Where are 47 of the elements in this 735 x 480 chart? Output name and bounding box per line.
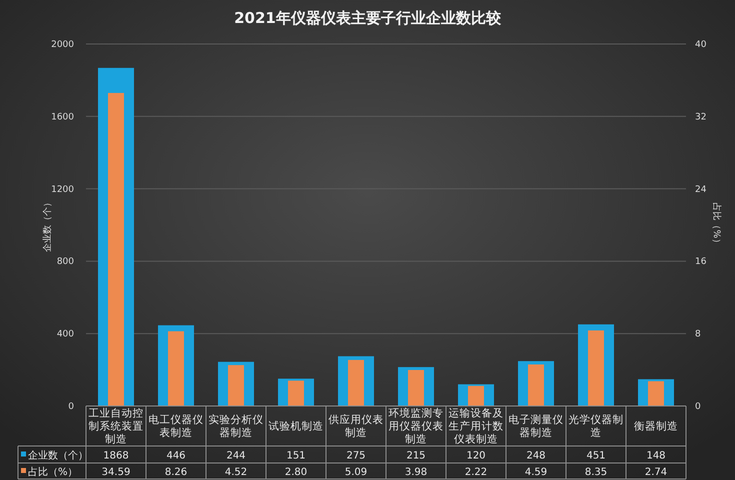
data-label: 5.09 xyxy=(344,467,368,478)
data-label: 3.98 xyxy=(404,467,428,478)
y-tick-label: 400 xyxy=(56,330,74,340)
x-tick-label: 衡器制造 xyxy=(634,420,678,432)
y2-tick-label: 16 xyxy=(695,257,707,268)
legend-label: 占比（%） xyxy=(28,466,78,478)
data-label: 248 xyxy=(526,450,546,462)
data-label: 2.74 xyxy=(644,467,668,478)
y2-tick-label: 0 xyxy=(695,402,701,412)
x-tick-label: 实验分析仪器制造 xyxy=(208,413,264,439)
data-label: 4.59 xyxy=(524,467,548,478)
data-label: 451 xyxy=(586,450,606,462)
y-tick-label: 800 xyxy=(56,257,74,268)
x-tick-label: 电工仪器仪表制造 xyxy=(148,413,204,439)
y2-axis-title: 占比（%） xyxy=(711,202,722,248)
y2-tick-label: 24 xyxy=(695,184,707,195)
y2-tick-label: 32 xyxy=(695,112,706,122)
data-label: 2.80 xyxy=(284,467,308,478)
data-label: 244 xyxy=(226,450,246,462)
x-tick-label: 环境监测专用仪器仪表制造 xyxy=(388,406,444,446)
data-label: 215 xyxy=(406,450,426,462)
x-tick-label: 电子测量仪器制造 xyxy=(508,413,564,439)
data-label: 8.35 xyxy=(584,467,608,478)
data-label: 1868 xyxy=(103,450,129,462)
x-tick-label: 供应用仪表制造 xyxy=(328,413,384,439)
data-label: 151 xyxy=(286,450,306,462)
y-tick-label: 1200 xyxy=(51,184,74,195)
data-label: 148 xyxy=(646,450,666,462)
x-tick-label: 工业自动控制系统装置制造 xyxy=(88,406,144,446)
data-label: 275 xyxy=(346,450,366,462)
y2-tick-label: 40 xyxy=(695,40,707,50)
y-axis-title: 企业数（个） xyxy=(42,198,53,252)
y2-tick-label: 8 xyxy=(695,330,701,340)
data-label: 2.22 xyxy=(464,467,488,478)
x-tick-label: 试验机制造 xyxy=(268,420,324,432)
data-label: 120 xyxy=(466,450,486,462)
x-tick-label: 运输设备及生产用计数仪表制造 xyxy=(448,406,504,446)
data-label: 8.26 xyxy=(164,467,188,478)
data-label: 446 xyxy=(166,450,186,462)
legend-label: 企业数（个） xyxy=(28,450,88,462)
y-tick-label: 1600 xyxy=(51,112,74,122)
x-tick-label: 光学仪器制造 xyxy=(568,413,624,439)
data-label: 4.52 xyxy=(224,467,248,478)
chart-title: 2021年仪器仪表主要子行业企业数比较 xyxy=(234,9,502,27)
data-label: 34.59 xyxy=(102,467,130,478)
y-tick-label: 0 xyxy=(68,402,74,412)
y-tick-label: 2000 xyxy=(51,40,74,50)
